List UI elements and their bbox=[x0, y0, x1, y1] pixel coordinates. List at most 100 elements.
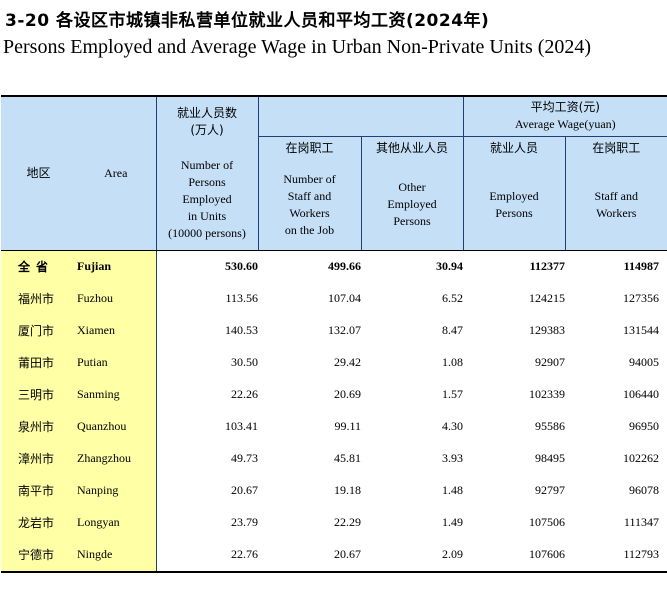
other-value: 4.30 bbox=[442, 419, 463, 433]
header-wage-group: 平均工资(元) Average Wage(yuan) bbox=[462, 95, 667, 136]
header-employed-en-5: (10000 persons) bbox=[168, 225, 246, 240]
wage-emp-value: 129383 bbox=[529, 323, 565, 337]
region-en: Fujian bbox=[76, 250, 156, 283]
header-other-en: Other Employed Persons bbox=[360, 160, 463, 251]
region-en: Ningde bbox=[76, 538, 156, 573]
wage-emp-value: 102339 bbox=[529, 387, 565, 401]
region-en: Fuzhou bbox=[76, 282, 156, 315]
onjob-value: 29.42 bbox=[334, 355, 361, 369]
header-employed-en-1: Number of bbox=[180, 157, 234, 172]
other-value: 2.09 bbox=[361, 538, 463, 573]
header-region-cn: 地区 bbox=[1, 95, 76, 251]
table-body: 全省 Fujian 530.60 499.66 30.94 112377 114… bbox=[1, 250, 667, 573]
header-other-en-3: Persons bbox=[393, 214, 431, 229]
wage-staff-value: 96078 bbox=[629, 483, 659, 497]
wage-staff-value: 111347 bbox=[623, 515, 659, 529]
wage-emp-value: 107506 bbox=[529, 515, 565, 529]
other-value: 8.47 bbox=[442, 323, 463, 337]
other-value: 1.49 bbox=[442, 515, 463, 529]
onjob-value: 499.66 bbox=[328, 259, 361, 273]
wage-staff-value: 96950 bbox=[629, 419, 659, 433]
header-other-en-2: Employed bbox=[387, 197, 437, 212]
wage-staff-value: 106440 bbox=[623, 387, 659, 401]
employed-value: 22.26 bbox=[155, 378, 258, 411]
employed-value: 30.50 bbox=[155, 346, 258, 379]
table-title-cn: 3-20 各设区市城镇非私营单位就业人员和平均工资(2024年) bbox=[5, 11, 490, 31]
other-value: 30.94 bbox=[436, 259, 463, 273]
table-row: 龙岩市 Longyan 23.79 22.29 1.49 107506 1113… bbox=[1, 506, 667, 539]
other-value: 6.52 bbox=[442, 291, 463, 305]
table-header: 地区 Area 就业人员数 (万人) Number of Persons Emp… bbox=[1, 95, 667, 251]
region-cn: 漳州市 bbox=[1, 442, 76, 475]
wage-emp-value: 124215 bbox=[529, 291, 565, 305]
header-onjob-en-2: Staff and bbox=[287, 188, 332, 203]
header-employed: 就业人员数 (万人) Number of Persons Employed in… bbox=[155, 95, 258, 251]
header-wage-emp-cn: 就业人员 bbox=[462, 135, 565, 160]
header-onjob-en-4: on the Job bbox=[284, 222, 335, 237]
region-cn: 厦门市 bbox=[1, 314, 76, 347]
region-cn: 莆田市 bbox=[1, 346, 76, 379]
wage-emp-value: 92797 bbox=[535, 483, 565, 497]
table-row: 厦门市 Xiamen 140.53 132.07 8.47 129383 131… bbox=[1, 314, 667, 347]
employed-value: 103.41 bbox=[155, 410, 258, 443]
header-employed-cn-2: (万人) bbox=[190, 122, 224, 137]
region-en: Zhangzhou bbox=[76, 442, 156, 475]
region-en: Nanping bbox=[76, 474, 156, 507]
wage-staff-value: 127356 bbox=[623, 291, 659, 305]
region-en: Putian bbox=[76, 346, 156, 379]
header-wage-emp-en-2: Persons bbox=[495, 205, 533, 220]
table-row-total: 全省 Fujian 530.60 499.66 30.94 112377 114… bbox=[1, 250, 667, 283]
region-en: Xiamen bbox=[76, 314, 156, 347]
region-cn: 南平市 bbox=[1, 474, 76, 507]
header-onjob-en-3: Workers bbox=[289, 205, 330, 220]
employed-value: 22.76 bbox=[155, 538, 258, 573]
table-row: 福州市 Fuzhou 113.56 107.04 6.52 124215 127… bbox=[1, 282, 667, 315]
header-wage-en: Average Wage(yuan) bbox=[514, 117, 616, 132]
wage-emp-value: 95586 bbox=[535, 419, 565, 433]
table-row: 漳州市 Zhangzhou 49.73 45.81 3.93 98495 102… bbox=[1, 442, 667, 475]
header-onjob-cn: 在岗职工 bbox=[257, 135, 361, 160]
region-cn: 福州市 bbox=[1, 282, 76, 315]
wage-emp-value: 92907 bbox=[535, 355, 565, 369]
onjob-value: 20.69 bbox=[334, 387, 361, 401]
employed-value: 113.56 bbox=[155, 282, 258, 315]
header-employed-cn-1: 就业人员数 bbox=[176, 105, 237, 120]
wage-staff-value: 112793 bbox=[565, 538, 667, 573]
header-employed-en-2: Persons bbox=[188, 174, 226, 189]
wage-emp-value: 112377 bbox=[529, 259, 565, 273]
table-row: 莆田市 Putian 30.50 29.42 1.08 92907 94005 bbox=[1, 346, 667, 379]
other-value: 1.48 bbox=[442, 483, 463, 497]
onjob-value: 19.18 bbox=[334, 483, 361, 497]
region-cn: 龙岩市 bbox=[1, 506, 76, 539]
header-wage-staff-en: Staff and Workers bbox=[564, 160, 667, 251]
wage-staff-value: 94005 bbox=[629, 355, 659, 369]
wage-emp-value: 107606 bbox=[463, 538, 565, 573]
onjob-value: 132.07 bbox=[328, 323, 361, 337]
header-wage-cn: 平均工资(元) bbox=[530, 100, 600, 115]
employed-value: 20.67 bbox=[155, 474, 258, 507]
region-en: Sanming bbox=[76, 378, 156, 411]
wage-emp-value: 98495 bbox=[535, 451, 565, 465]
employed-value: 49.73 bbox=[155, 442, 258, 475]
wage-staff-value: 114987 bbox=[623, 259, 659, 273]
onjob-value: 99.11 bbox=[334, 419, 361, 433]
header-wage-emp-en-1: Employed bbox=[489, 188, 539, 203]
header-group-spacer bbox=[257, 95, 463, 136]
other-value: 3.93 bbox=[442, 451, 463, 465]
region-en: Quanzhou bbox=[76, 410, 156, 443]
table-row: 南平市 Nanping 20.67 19.18 1.48 92797 96078 bbox=[1, 474, 667, 507]
header-wage-emp-en: Employed Persons bbox=[462, 160, 565, 251]
header-onjob-en: Number of Staff and Workers on the Job bbox=[257, 160, 361, 251]
region-cn: 全省 bbox=[1, 250, 76, 283]
wage-staff-value: 131544 bbox=[623, 323, 659, 337]
onjob-value: 45.81 bbox=[334, 451, 361, 465]
table-row: 宁德市 Ningde 22.76 20.67 2.09 107606 11279… bbox=[1, 538, 667, 573]
header-employed-en-4: in Units bbox=[187, 208, 227, 223]
other-value: 1.08 bbox=[442, 355, 463, 369]
onjob-value: 22.29 bbox=[334, 515, 361, 529]
onjob-value: 107.04 bbox=[328, 291, 361, 305]
region-en: Longyan bbox=[76, 506, 156, 539]
region-cn: 泉州市 bbox=[1, 410, 76, 443]
region-cn: 宁德市 bbox=[1, 538, 76, 573]
employed-value: 23.79 bbox=[155, 506, 258, 539]
